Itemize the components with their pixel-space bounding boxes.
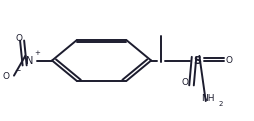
Text: NH: NH xyxy=(201,94,215,103)
Text: O: O xyxy=(225,56,232,65)
Text: +: + xyxy=(34,50,40,56)
Text: O: O xyxy=(182,78,189,87)
Text: O: O xyxy=(3,72,10,81)
Text: O: O xyxy=(15,34,23,43)
Text: N: N xyxy=(25,56,33,65)
Text: S: S xyxy=(193,56,201,65)
Text: 2: 2 xyxy=(218,101,223,107)
Text: −: − xyxy=(14,66,21,75)
